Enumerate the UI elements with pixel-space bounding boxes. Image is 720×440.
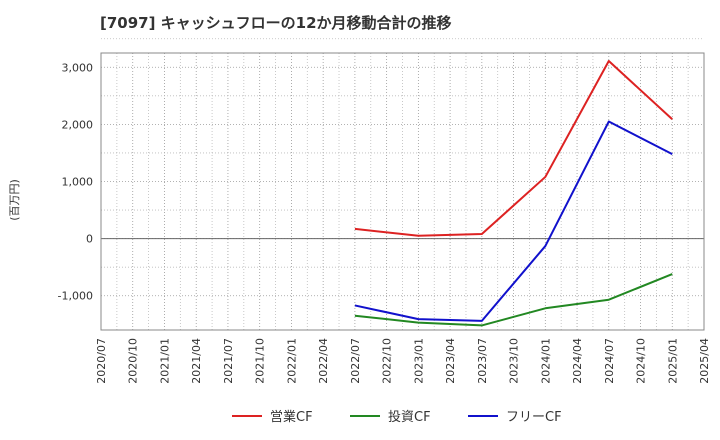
- legend: 営業CF 投資CF フリーCF: [232, 409, 562, 425]
- chart-title: [7097] キャッシュフローの12か月移動合計の推移: [100, 14, 452, 32]
- x-tick-label: 2021/07: [222, 338, 235, 384]
- x-tick-label: 2024/10: [635, 338, 648, 384]
- series-line: [354, 59, 673, 237]
- x-tick-label: 2023/01: [412, 338, 425, 384]
- x-tick-label: 2021/01: [158, 338, 171, 384]
- y-axis: -1,000 0 1,000 2,000 3,000: [58, 61, 93, 302]
- series-lines: [354, 59, 673, 327]
- x-tick-label: 2023/04: [444, 338, 457, 384]
- x-tick-label: 2023/10: [508, 338, 521, 384]
- x-tick-label: 2022/07: [349, 338, 362, 384]
- x-axis: 2020/07 2020/10 2021/01 2021/04 2021/07 2021/…: [95, 338, 711, 384]
- legend-label: フリーCF: [506, 410, 562, 425]
- y-tick-label: 1,000: [62, 176, 94, 189]
- x-tick-label: 2025/01: [666, 338, 679, 384]
- x-tick-label: 2022/04: [317, 338, 330, 384]
- x-tick-label: 2020/10: [127, 338, 140, 384]
- series-line: [354, 120, 673, 322]
- x-tick-label: 2020/07: [95, 338, 108, 384]
- x-tick-label: 2021/04: [190, 338, 203, 384]
- y-tick-label: -1,000: [58, 290, 93, 303]
- y-tick-label: 3,000: [62, 61, 94, 74]
- x-tick-label: 2021/10: [254, 338, 267, 384]
- y-tick-label: 2,000: [62, 118, 94, 131]
- x-tick-label: 2022/10: [381, 338, 394, 384]
- y-tick-label: 0: [86, 233, 93, 246]
- x-tick-label: 2022/01: [285, 338, 298, 384]
- legend-label: 投資CF: [388, 409, 431, 425]
- series-line: [354, 273, 673, 327]
- x-tick-label: 2025/04: [698, 338, 711, 384]
- x-tick-label: 2023/07: [476, 338, 489, 384]
- y-axis-label: (百万円): [8, 179, 21, 221]
- x-tick-label: 2024/07: [603, 338, 616, 384]
- x-tick-label: 2024/04: [571, 338, 584, 384]
- x-tick-label: 2024/01: [539, 338, 552, 384]
- plot-area: [100, 52, 705, 331]
- legend-label: 営業CF: [270, 409, 313, 425]
- grid: [100, 38, 705, 330]
